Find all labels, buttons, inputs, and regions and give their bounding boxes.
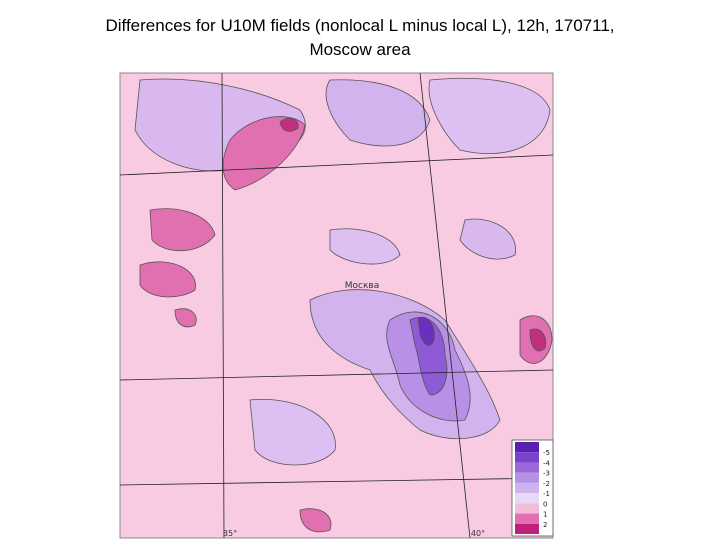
legend-swatch — [515, 452, 539, 463]
contour-blobs — [134, 77, 553, 533]
legend-label: -3 — [543, 470, 550, 478]
legend-label: 2 — [543, 521, 547, 529]
legend-label: 1 — [543, 511, 547, 519]
legend-swatch — [515, 513, 539, 524]
legend-swatch — [515, 493, 539, 504]
legend-swatch — [515, 462, 539, 473]
legend-label: -1 — [543, 490, 550, 498]
legend-swatch — [515, 523, 539, 534]
graticule — [119, 72, 554, 539]
title-line: Differences for U10M fields (nonlocal L … — [105, 16, 615, 35]
legend-swatch — [515, 503, 539, 514]
legend-label: -4 — [543, 459, 551, 467]
legend-swatch — [515, 442, 539, 453]
legend-label: -2 — [543, 480, 550, 488]
legend: -5 -4 -3 -2 -1 0 1 2 — [511, 439, 554, 537]
legend-label: 0 — [543, 500, 547, 508]
city-label: Москва — [345, 281, 379, 291]
title-line: Moscow area — [309, 40, 411, 59]
lon-label: 40° — [471, 529, 485, 538]
legend-swatch — [515, 482, 539, 494]
legend-swatch — [515, 472, 539, 483]
legend-label: -5 — [543, 449, 550, 457]
lon-label: 35° — [223, 529, 237, 538]
